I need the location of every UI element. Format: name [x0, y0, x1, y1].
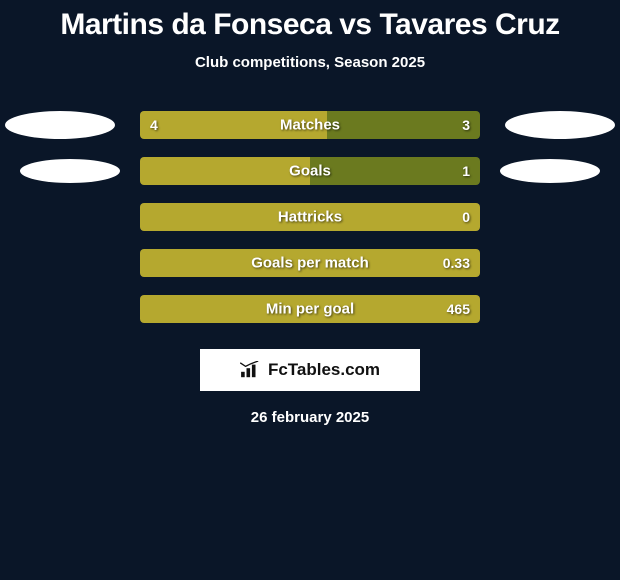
comparison-infographic: Martins da Fonseca vs Tavares Cruz Club … [0, 0, 620, 426]
player-marker-left [5, 111, 115, 139]
stat-row: Goals 1 [0, 157, 620, 185]
stat-row: Goals per match 0.33 [0, 249, 620, 277]
stat-row: 4 Matches 3 [0, 111, 620, 139]
stat-value-right: 0 [462, 209, 470, 225]
stat-bar: Hattricks 0 [140, 203, 480, 231]
player-marker-left [20, 159, 120, 183]
subtitle: Club competitions, Season 2025 [0, 54, 620, 71]
branding-label: FcTables.com [268, 360, 380, 380]
bar-chart-icon [240, 361, 262, 379]
stat-row: Hattricks 0 [0, 203, 620, 231]
branding-box: FcTables.com [200, 349, 420, 391]
stat-value-right: 3 [462, 117, 470, 133]
stat-value-right: 0.33 [443, 255, 470, 271]
stat-value-right: 1 [462, 163, 470, 179]
player-marker-right [505, 111, 615, 139]
stat-rows: 4 Matches 3 Goals 1 Hattricks 0 Goals per match… [0, 111, 620, 323]
stat-label: Goals per match [251, 255, 369, 272]
stat-label: Goals [289, 163, 331, 180]
stat-bar: Goals per match 0.33 [140, 249, 480, 277]
stat-value-left: 4 [150, 117, 158, 133]
bar-segment-right [310, 157, 480, 185]
stat-bar: Min per goal 465 [140, 295, 480, 323]
stat-label: Matches [280, 117, 340, 134]
stat-value-right: 465 [447, 301, 470, 317]
stat-label: Min per goal [266, 301, 354, 318]
stat-bar: Goals 1 [140, 157, 480, 185]
player-marker-right [500, 159, 600, 183]
bar-segment-left [140, 157, 310, 185]
stat-bar: 4 Matches 3 [140, 111, 480, 139]
stat-label: Hattricks [278, 209, 342, 226]
page-title: Martins da Fonseca vs Tavares Cruz [0, 8, 620, 42]
date-label: 26 february 2025 [0, 409, 620, 426]
bar-segment-right [327, 111, 480, 139]
stat-row: Min per goal 465 [0, 295, 620, 323]
